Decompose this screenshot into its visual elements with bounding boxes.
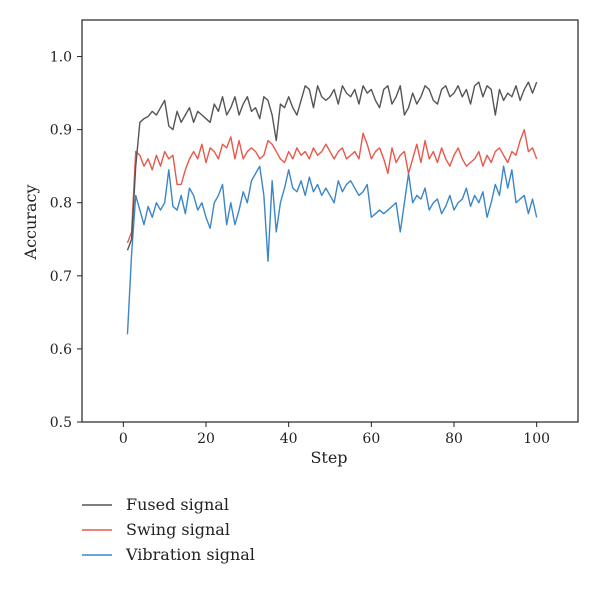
x-tick-label: 80 [445, 431, 463, 447]
x-tick-label: 100 [523, 431, 550, 447]
x-tick-label: 0 [119, 431, 128, 447]
x-tick-label: 40 [280, 431, 298, 447]
plot-frame [81, 19, 579, 423]
axes-layer: 0 20 40 60 80 100 0.5 0.6 0.7 0.8 0.9 1.0 [50, 50, 550, 447]
y-tick-label: 1.0 [50, 50, 72, 66]
x-axis-label: Step [310, 448, 347, 467]
legend-label-fused-signal: Fused signal [126, 495, 229, 514]
x-tick-label: 60 [362, 431, 380, 447]
y-axis-label: Accuracy [21, 185, 40, 261]
x-tick-label: 20 [197, 431, 215, 447]
legend-label-swing-signal: Swing signal [126, 520, 230, 539]
y-tick-label: 0.8 [50, 196, 72, 212]
y-tick-label: 0.6 [50, 342, 72, 358]
series-line-swing-signal [126, 128, 538, 244]
plot-area [81, 19, 579, 423]
series-line-vibration-signal [126, 165, 538, 335]
legend-label-vibration-signal: Vibration signal [125, 545, 255, 564]
series-layer [126, 81, 538, 335]
y-tick-label: 0.7 [50, 269, 72, 285]
y-tick-label: 0.5 [50, 415, 72, 431]
series-line-fused-signal [126, 81, 538, 251]
legend: Fused signal Swing signal Vibration signal [82, 495, 255, 564]
y-tick-label: 0.9 [50, 123, 72, 139]
